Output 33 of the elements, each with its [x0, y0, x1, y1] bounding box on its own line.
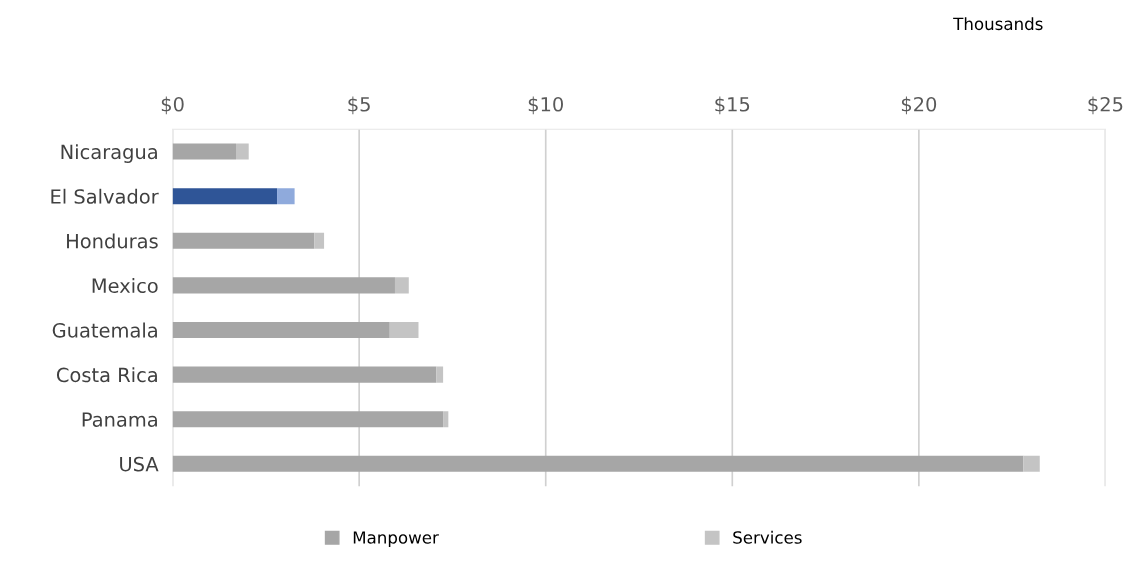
bar: [172, 411, 444, 428]
y-tick-label: Costa Rica: [56, 367, 157, 383]
bar: [172, 321, 390, 339]
bar: [172, 143, 237, 160]
y-tick-label: Panama: [82, 412, 157, 427]
legend-label: Manpower: [353, 531, 439, 547]
bar: [172, 366, 437, 383]
bar: [172, 277, 395, 294]
bar: [172, 455, 1024, 472]
bar: [172, 188, 278, 205]
y-tick-label: Honduras: [67, 233, 158, 249]
y-tick-label: Guatemala: [52, 322, 157, 338]
x-tick-label: $10: [528, 96, 563, 115]
x-tick-label: $15: [715, 96, 750, 115]
legend-label: Services: [733, 530, 802, 544]
y-tick-label: USA: [120, 456, 159, 472]
bar: [314, 232, 325, 249]
x-tick-label: $20: [901, 96, 937, 115]
bar: [394, 277, 409, 294]
bar: [436, 366, 444, 383]
bar: [172, 232, 315, 249]
text: Thousands: [953, 17, 1043, 31]
bar: [443, 411, 449, 428]
x-tick-label: $25: [1088, 96, 1123, 115]
bar: [389, 321, 419, 339]
bar: [236, 143, 249, 160]
x-tick-label: $0: [161, 96, 184, 115]
x-tick-label: $5: [348, 96, 370, 115]
bar: [277, 188, 295, 205]
y-tick-label: Mexico: [92, 278, 158, 294]
y-tick-label: Nicaragua: [61, 144, 157, 163]
bar: [1023, 455, 1040, 472]
y-tick-label: El Salvador: [51, 188, 159, 204]
